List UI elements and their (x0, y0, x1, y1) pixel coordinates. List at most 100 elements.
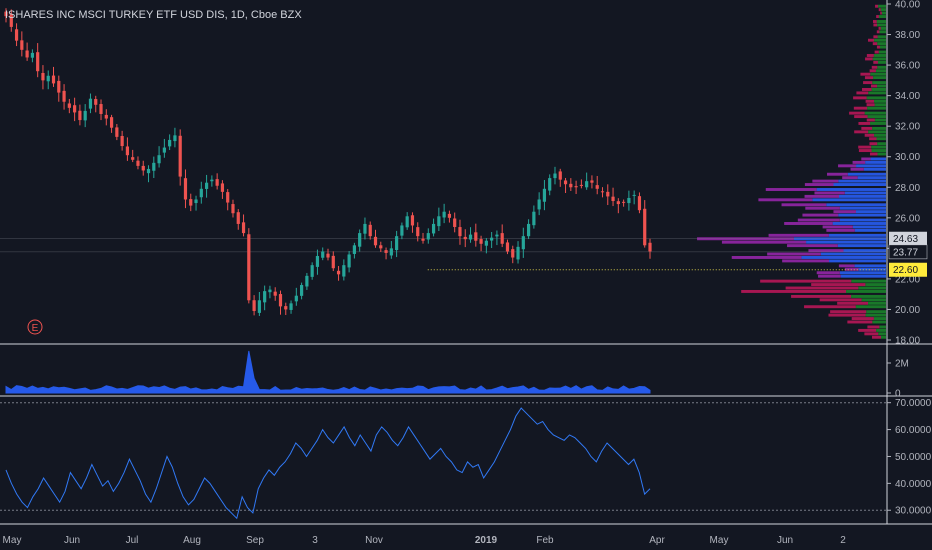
candle-body (194, 199, 198, 204)
volume-profile-up-bar (863, 167, 886, 171)
candle-body (395, 236, 399, 251)
candle-body (115, 127, 119, 137)
volume-profile-up-bar (829, 259, 886, 263)
candle-body (558, 171, 562, 180)
volume-profile-up-bar (866, 310, 886, 314)
volume-profile-down-bar (721, 240, 807, 244)
volume-profile-up-bar (879, 30, 886, 34)
volume-profile-down-bar (864, 133, 875, 137)
volume-profile-down-bar (866, 103, 875, 107)
volume-profile-up-bar (838, 179, 886, 183)
candle-body (25, 50, 29, 58)
volume-profile-up-bar (837, 244, 886, 248)
candle-body (548, 178, 552, 191)
candle-body (495, 234, 499, 237)
volume-profile-down-bar (878, 8, 881, 12)
volume-profile-up-bar (871, 145, 886, 149)
volume-profile-down-bar (781, 203, 827, 207)
candle-body (505, 242, 510, 252)
volume-profile-down-bar (876, 30, 880, 34)
volume-profile-down-bar (765, 188, 817, 191)
volume-profile-down-bar (838, 264, 855, 268)
candle-body (468, 234, 473, 240)
rsi-line (5, 407, 651, 520)
volume-profile-down-bar (864, 76, 874, 80)
volume-profile-down-bar (784, 222, 833, 225)
volume-profile-down-bar (853, 96, 867, 100)
volume-profile-up-bar (874, 38, 886, 42)
volume-profile-down-bar (872, 42, 878, 46)
volume-profile-up-bar (826, 203, 886, 207)
volume-profile-up-bar (877, 42, 886, 46)
candle-body (648, 242, 652, 252)
candle-body (278, 294, 283, 307)
volume-profile-down-bar (782, 259, 830, 263)
volume-profile-up-bar (876, 20, 886, 23)
volume-profile-up-bar (839, 194, 886, 198)
candle-body (453, 218, 457, 227)
candle-body (67, 103, 71, 108)
volume-profile-up-bar (877, 65, 886, 69)
time-axis-label: Nov (365, 535, 383, 546)
candle-body (62, 90, 66, 102)
volume-profile-up-bar (833, 183, 886, 187)
candle-body (431, 223, 436, 234)
candle-body (479, 239, 483, 244)
candle-body (141, 165, 145, 171)
volume-profile-down-bar (842, 176, 858, 180)
candle-body (542, 188, 547, 202)
candle-body (268, 289, 272, 293)
candle-body (4, 11, 8, 17)
candle-body (410, 215, 415, 226)
volume-profile-up-bar (870, 157, 886, 161)
volume-profile-down-bar (854, 130, 869, 134)
candle-body (46, 75, 50, 82)
volume-profile-up-bar (875, 69, 886, 73)
volume-profile-down-bar (852, 160, 866, 164)
candle-body (289, 303, 293, 310)
candle-body (526, 223, 531, 237)
candle-body (94, 99, 98, 105)
candle-body (331, 255, 335, 269)
candle-body (363, 223, 367, 234)
candle-body (579, 184, 583, 186)
volume-profile-up-bar (876, 84, 886, 88)
volume-profile-up-bar (839, 206, 886, 210)
candle-body (168, 139, 172, 147)
chart-title: ISHARES INC MSCI TURKEY ETF USD DIS, 1D,… (5, 9, 302, 21)
earnings-marker-circle[interactable] (27, 319, 43, 335)
volume-profile-down-bar (797, 218, 840, 222)
volume-profile-up-bar (870, 72, 886, 76)
volume-profile-down-bar (863, 81, 873, 85)
candle-body (210, 179, 214, 182)
volume-profile-up-bar (843, 249, 886, 253)
candle-body (152, 162, 156, 171)
volume-profile-down-bar (873, 35, 878, 39)
candle-body (437, 216, 441, 227)
volume-area (5, 350, 651, 394)
volume-profile-up-bar (868, 130, 886, 134)
volume-profile-down-bar (791, 294, 852, 298)
candle-body (616, 201, 620, 205)
candle-body (632, 194, 636, 196)
volume-profile-down-bar (878, 26, 881, 30)
volume-profile-up-bar (847, 172, 886, 176)
candle-body (78, 110, 82, 121)
volume-profile-up-bar (867, 115, 886, 119)
volume-profile-down-bar (760, 279, 852, 283)
volume-profile-up-bar (876, 137, 886, 141)
volume-profile-up-bar (828, 233, 886, 237)
volume-profile-down-bar (808, 249, 844, 253)
candle-body (315, 256, 320, 267)
candle-body (426, 233, 430, 240)
volume-profile-down-bar (816, 271, 840, 275)
volume-profile-up-bar (865, 160, 886, 164)
candle-body (384, 250, 388, 253)
candle-body (474, 232, 478, 241)
volume-profile-up-bar (874, 133, 886, 137)
candle-body (305, 275, 309, 287)
candle-body (215, 179, 219, 186)
candle-body (41, 72, 45, 81)
volume-profile-up-bar (880, 335, 886, 339)
